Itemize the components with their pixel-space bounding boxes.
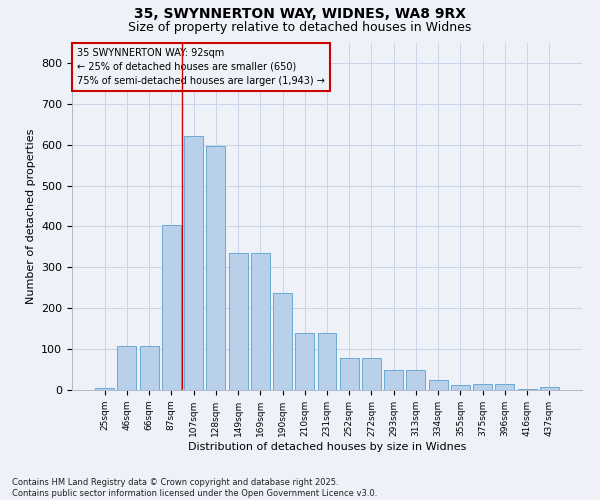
Bar: [295, 333, 314, 390]
Y-axis label: Number of detached properties: Number of detached properties: [26, 128, 35, 304]
Bar: [273, 293, 292, 390]
Bar: [340, 358, 359, 390]
Bar: [384, 370, 403, 390]
Bar: [229, 253, 248, 390]
Bar: [518, 389, 536, 390]
Bar: [362, 358, 381, 390]
Bar: [206, 146, 225, 390]
Bar: [140, 346, 158, 390]
Bar: [251, 253, 270, 390]
Bar: [317, 333, 337, 390]
Bar: [540, 387, 559, 390]
Text: 35 SWYNNERTON WAY: 92sqm
← 25% of detached houses are smaller (650)
75% of semi-: 35 SWYNNERTON WAY: 92sqm ← 25% of detach…: [77, 48, 325, 86]
Bar: [95, 388, 114, 390]
Text: 35, SWYNNERTON WAY, WIDNES, WA8 9RX: 35, SWYNNERTON WAY, WIDNES, WA8 9RX: [134, 8, 466, 22]
Bar: [184, 136, 203, 390]
Bar: [496, 384, 514, 390]
Bar: [118, 346, 136, 390]
Bar: [451, 385, 470, 390]
Bar: [162, 225, 181, 390]
Text: Size of property relative to detached houses in Widnes: Size of property relative to detached ho…: [128, 21, 472, 34]
Bar: [429, 380, 448, 390]
Bar: [406, 370, 425, 390]
Text: Contains HM Land Registry data © Crown copyright and database right 2025.
Contai: Contains HM Land Registry data © Crown c…: [12, 478, 377, 498]
X-axis label: Distribution of detached houses by size in Widnes: Distribution of detached houses by size …: [188, 442, 466, 452]
Bar: [473, 384, 492, 390]
